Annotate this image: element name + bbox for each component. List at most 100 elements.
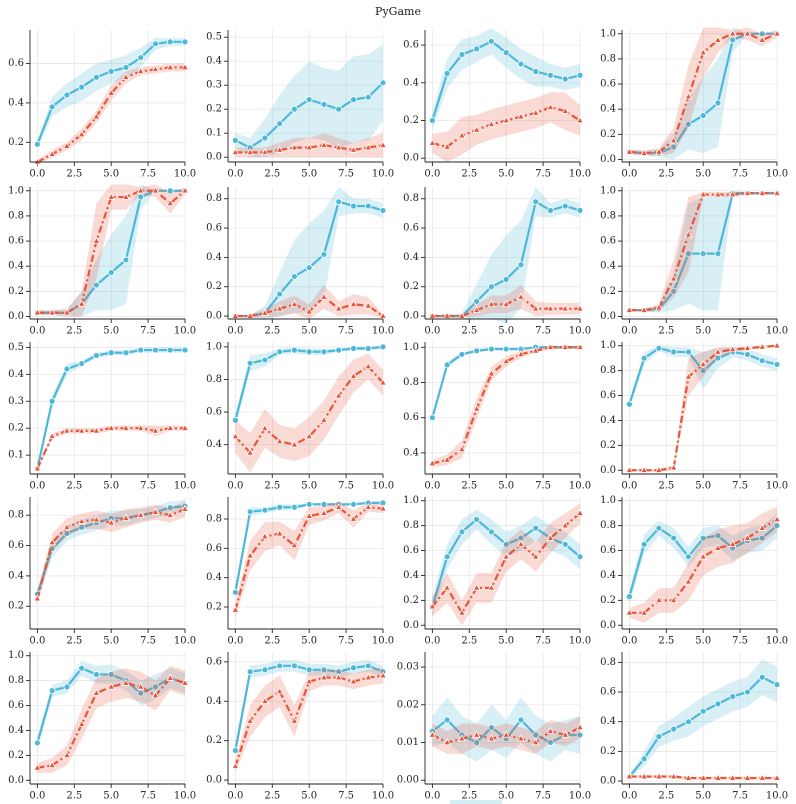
error-band [323,285,339,317]
marker [122,64,130,71]
marker [33,464,42,472]
x-tick-label: 10.0 [569,636,591,647]
error-band [125,425,141,431]
marker [246,508,254,516]
y-tick-label: 0.0 [206,152,222,163]
marker [231,588,239,596]
error-band [125,67,141,84]
y-tick-label: 0.6 [8,540,24,551]
marker [773,341,781,349]
marker [291,105,298,113]
marker [48,538,57,546]
marker [92,515,101,523]
marker [443,583,452,591]
error-band [461,114,477,155]
y-tick-label: 0.02 [397,699,419,710]
error-band [520,97,536,132]
marker [758,673,766,681]
error-band [447,723,462,754]
y-tick-label: 0.8 [403,520,419,531]
marker [77,426,86,434]
error-band [688,351,704,396]
marker [33,140,41,148]
marker [487,369,496,377]
marker [92,236,101,244]
x-tick-label: 2.5 [264,481,280,492]
error-band [294,416,310,461]
y-tick-label: 0.4 [600,570,616,581]
y-tick-label: 0.8 [600,657,616,668]
subplot: 0.0 0.2 0.4 0.6 0.8 0.0 2.5 5.0 7.5 10.0 [206,187,394,337]
marker [246,359,254,367]
error-band [476,572,492,603]
x-tick-label: 0.0 [621,481,637,492]
marker [334,502,343,510]
marker [684,372,693,380]
subplot: 0.0 0.2 0.4 0.6 0.8 1.0 0.0 2.5 5.0 7.5 10.0 [403,495,591,646]
y-tick-label: 0.6 [600,545,616,556]
marker [561,202,569,210]
marker [305,143,314,151]
error-band [81,678,97,740]
error-band [550,719,566,747]
error-band [170,425,185,431]
y-tick-label: 0.4 [206,696,222,707]
error-band [506,101,521,136]
error-band [111,509,126,532]
marker [458,350,466,358]
error-band [673,563,689,613]
marker [246,148,255,156]
marker [669,772,678,780]
error-band [476,254,492,319]
x-tick-label: 2.5 [66,326,82,337]
x-tick-label: 5.0 [301,481,317,492]
marker [63,308,71,316]
marker [443,738,452,746]
y-tick-label: 0.6 [600,79,616,90]
marker [517,349,525,358]
error-band [37,757,53,773]
marker [488,724,495,731]
y-tick-label: 1.0 [403,342,419,353]
marker [487,583,496,591]
marker [320,415,328,423]
y-tick-label: 0.1 [8,450,24,461]
marker [275,529,284,537]
marker [714,250,722,258]
error-band [535,301,551,317]
x-tick-label: 5.0 [498,481,514,492]
y-tick-label: 0.2 [206,104,222,115]
error-band [338,669,354,690]
marker [335,346,343,354]
error-band [338,359,354,416]
subplot: 0.2 0.4 0.6 0.8 0.0 2.5 5.0 7.5 10.0 [206,497,394,647]
x-tick-label: 7.5 [140,636,156,647]
x-tick-label: 7.5 [732,791,748,802]
marker [151,65,160,73]
error-band [309,669,324,692]
marker [561,730,570,738]
marker [379,671,387,679]
marker [349,371,358,379]
y-tick-label: 0.4 [206,56,222,67]
marker [655,303,663,311]
marker [670,725,678,733]
marker [547,207,554,214]
marker [350,345,357,352]
marker [458,445,466,453]
subplot: 0.0 0.2 0.4 0.6 0.8 0.0 2.5 5.0 7.5 10.0 [403,187,591,337]
marker [428,138,437,146]
x-tick-label: 0.0 [227,481,243,492]
marker [320,101,328,108]
marker [472,730,481,738]
marker [729,36,737,44]
marker [669,596,678,604]
marker [166,346,174,354]
marker [428,414,436,422]
marker [63,530,71,537]
marker [63,365,71,373]
y-tick-label: 0.6 [206,223,222,234]
marker [458,51,466,58]
error-band [491,295,507,314]
x-tick-label: 7.5 [338,791,354,802]
